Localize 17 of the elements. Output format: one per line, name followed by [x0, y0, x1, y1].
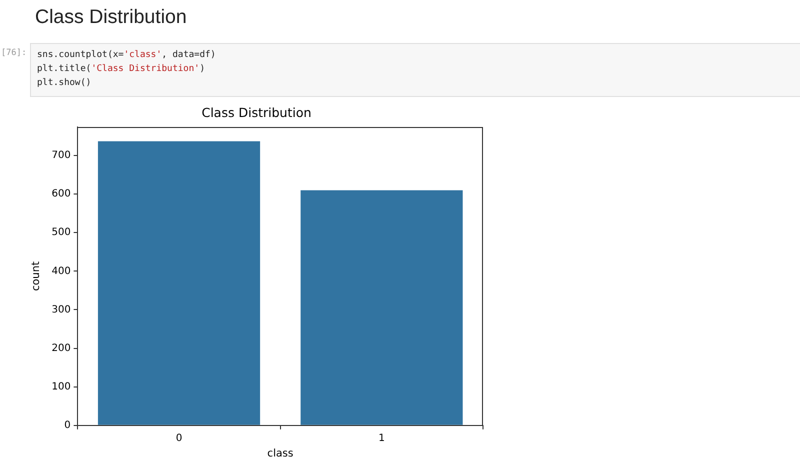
- x-axis-title: class: [267, 447, 294, 460]
- text: sns.countplot(x='class', data=df): [37, 50, 216, 60]
- y-tick-label: 0: [64, 420, 71, 431]
- y-tick-label: 500: [52, 227, 71, 238]
- chart-title: Class Distribution: [202, 104, 312, 120]
- text: plt.show(): [37, 78, 92, 88]
- text: plt.title('Class Distribution'): [37, 64, 205, 74]
- text: Class Distribution: [35, 6, 187, 29]
- x-tick-label: 1: [378, 432, 385, 444]
- y-tick-label: 100: [52, 381, 71, 392]
- text: [76]:: [1, 48, 27, 58]
- y-tick-label: 600: [52, 188, 71, 200]
- y-tick-label: 400: [52, 266, 71, 277]
- y-tick-label: 200: [52, 342, 71, 354]
- y-tick-label: 700: [52, 150, 71, 162]
- y-axis-title: count: [30, 261, 42, 292]
- y-tick-label: 300: [52, 304, 71, 316]
